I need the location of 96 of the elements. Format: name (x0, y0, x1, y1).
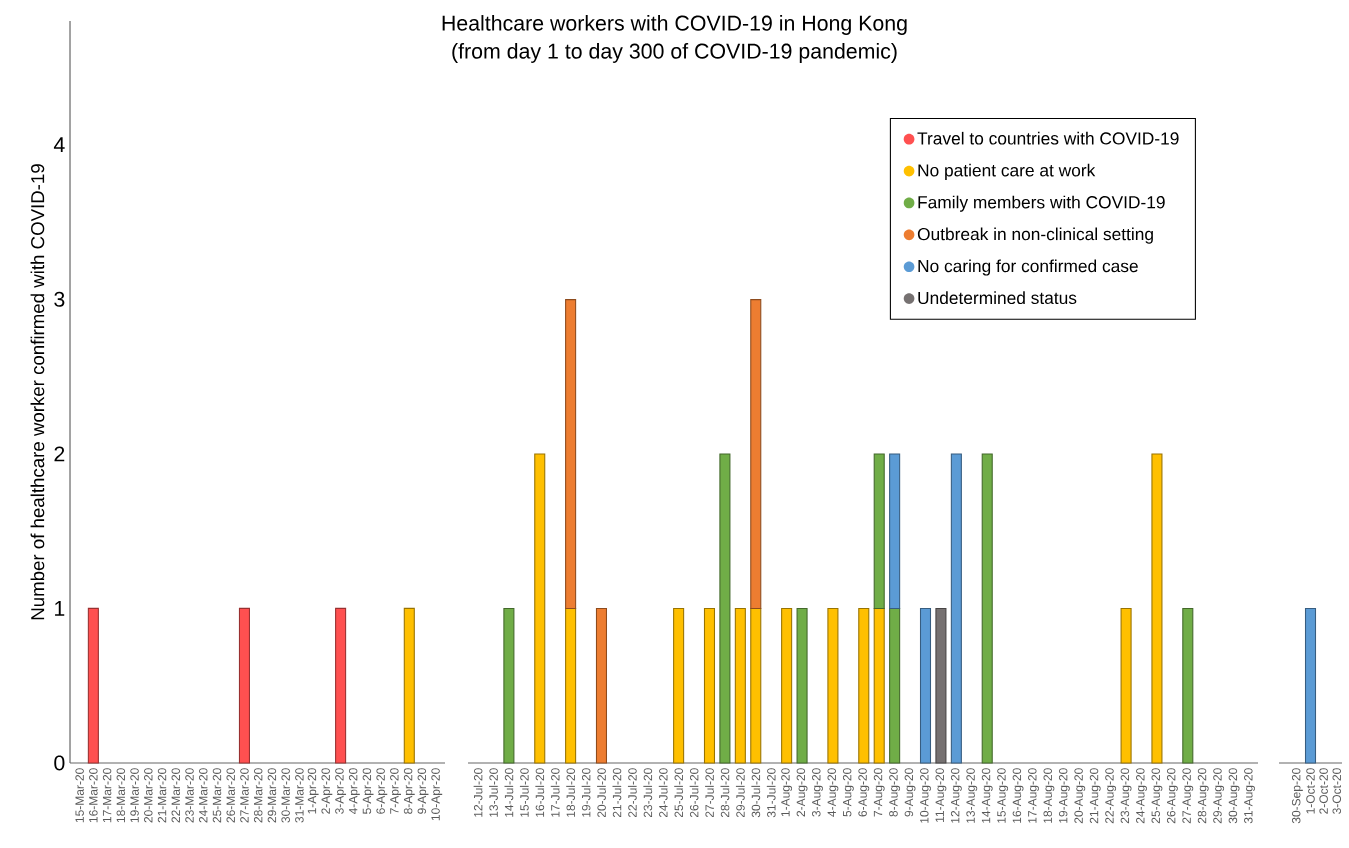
x-tick-label: 4-Apr-20 (348, 768, 360, 815)
x-tick-label: 17-Mar-20 (102, 768, 112, 823)
x-tick-label: 16-Mar-20 (89, 768, 98, 823)
x-tick-label: 9-Apr-20 (417, 768, 429, 814)
legend-label: Family members with COVID-19 (918, 195, 1165, 212)
x-tick-label: 31-Aug-20 (1244, 768, 1255, 824)
x-tick-label: 6-Aug-20 (858, 768, 870, 817)
x-tick-label: 21-Mar-20 (157, 768, 167, 823)
x-tick-label: 15-Aug-20 (997, 768, 1009, 823)
x-tick-label: 29-Mar-20 (267, 768, 277, 823)
x-tick-label: 25-Mar-20 (212, 768, 222, 823)
x-tick-label: 21-Aug-20 (1089, 768, 1101, 824)
x-tick-label: 12-Aug-20 (950, 768, 962, 823)
x-tick-label: 19-Jul-20 (581, 768, 591, 817)
chart-title: Healthcare workers with COVID-19 in Hong Kong (442, 15, 907, 35)
x-tick-label: 18-Jul-20 (566, 768, 576, 817)
x-tick-label: 31-Mar-20 (295, 768, 304, 823)
x-tick-label: 29-Aug-20 (1213, 768, 1225, 824)
x-tick-label: 24-Jul-20 (658, 768, 668, 818)
y-tick-label: 3 (54, 291, 65, 307)
x-tick-label: 23-Aug-20 (1120, 768, 1132, 824)
x-tick-label: 29-Jul-20 (735, 768, 745, 818)
x-tick-label: 30-Aug-20 (1228, 768, 1240, 824)
x-tick-label: 30-Jul-20 (751, 768, 761, 818)
x-tick-label: 21-Jul-20 (612, 768, 622, 818)
legend-label: No caring for confirmed case (918, 259, 1138, 276)
x-tick-label: 14-Jul-20 (504, 768, 514, 817)
x-tick-label: 1-Oct-20 (1306, 768, 1315, 814)
x-tick-label: 19-Aug-20 (1058, 768, 1070, 823)
y-tick-label: 0 (54, 755, 65, 771)
x-tick-label: 16-Jul-20 (535, 768, 545, 817)
x-tick-label: 7-Aug-20 (873, 768, 885, 817)
y-tick-label: 4 (53, 137, 65, 152)
x-tick-label: 28-Aug-20 (1197, 768, 1209, 824)
x-tick-label: 22-Jul-20 (627, 768, 637, 818)
x-tick-label: 28-Mar-20 (253, 768, 263, 823)
x-tick-label: 27-Mar-20 (240, 768, 249, 823)
x-tick-label: 31-Jul-20 (766, 768, 776, 818)
chart-subtitle: (from day 1 to day 300 of COVID-19 pandemic) (452, 43, 897, 63)
y-tick-label: 1 (55, 601, 65, 616)
x-tick-label: 9-Aug-20 (904, 768, 916, 817)
x-tick-label: 18-Aug-20 (1043, 768, 1055, 823)
x-tick-label: 1-Apr-20 (307, 768, 319, 814)
x-tick-label: 24-Aug-20 (1136, 768, 1147, 824)
legend-label: Undetermined status (918, 291, 1077, 305)
x-tick-label: 2-Oct-20 (1319, 768, 1328, 814)
x-tick-label: 22-Aug-20 (1105, 768, 1117, 824)
legend-label: Outbreak in non-clinical setting (917, 227, 1153, 244)
x-tick-label: 7-Apr-20 (390, 768, 401, 814)
x-tick-label: 18-Mar-20 (116, 768, 126, 823)
x-tick-label: 20-Aug-20 (1074, 768, 1086, 824)
x-tick-label: 17-Aug-20 (1028, 768, 1039, 823)
x-tick-label: 27-Jul-20 (705, 768, 714, 818)
x-tick-label: 2-Aug-20 (796, 768, 808, 817)
x-tick-label: 5-Apr-20 (362, 768, 374, 814)
x-tick-label: 17-Jul-20 (550, 768, 560, 817)
x-tick-label: 3-Aug-20 (812, 768, 823, 817)
x-tick-label: 20-Jul-20 (597, 768, 606, 818)
x-tick-label: 5-Aug-20 (842, 768, 854, 817)
x-tick-label: 22-Mar-20 (171, 768, 181, 823)
x-tick-label: 25-Aug-20 (1151, 768, 1163, 824)
x-tick-label: 23-Jul-20 (643, 768, 653, 818)
x-tick-label: 10-Aug-20 (920, 768, 931, 823)
x-tick-label: 3-Oct-20 (1332, 768, 1342, 814)
x-tick-label: 28-Jul-20 (720, 768, 730, 818)
x-tick-label: 13-Aug-20 (966, 768, 978, 823)
legend-label: No patient care at work (918, 163, 1096, 180)
y-tick-label: 2 (54, 446, 65, 462)
y-axis-title: Number of healthcare worker confirmed with COVID-19 (30, 164, 45, 620)
x-tick-label: 12-Jul-20 (473, 768, 483, 817)
x-tick-label: 23-Mar-20 (185, 768, 194, 823)
x-tick-label: 15-Jul-20 (519, 768, 529, 817)
x-tick-label: 8-Apr-20 (403, 768, 415, 814)
x-tick-label: 15-Mar-20 (75, 768, 84, 823)
x-tick-label: 30-Mar-20 (281, 768, 290, 823)
x-tick-label: 8-Aug-20 (889, 768, 901, 817)
x-tick-label: 16-Aug-20 (1012, 768, 1024, 823)
x-tick-label: 14-Aug-20 (981, 768, 993, 823)
x-tick-label: 24-Mar-20 (198, 768, 208, 823)
x-tick-label: 6-Apr-20 (376, 768, 388, 814)
x-tick-label: 10-Apr-20 (431, 768, 443, 821)
x-tick-label: 27-Aug-20 (1182, 768, 1194, 824)
x-tick-label: 11-Aug-20 (935, 768, 947, 822)
x-tick-label: 26-Jul-20 (689, 768, 699, 818)
x-tick-label: 13-Jul-20 (489, 768, 498, 817)
x-tick-label: 30-Sep-20 (1291, 768, 1303, 824)
x-tick-label: 2-Apr-20 (321, 768, 333, 814)
x-tick-label: 1-Aug-20 (781, 768, 793, 817)
x-tick-label: 20-Mar-20 (144, 768, 153, 823)
legend-label: Travel to countries with COVID-19 (917, 131, 1179, 145)
x-tick-label: 25-Jul-20 (674, 768, 684, 818)
x-tick-label: 26-Aug-20 (1166, 768, 1178, 824)
x-tick-label: 4-Aug-20 (827, 768, 839, 817)
x-tick-label: 26-Mar-20 (226, 768, 235, 823)
x-tick-label: 3-Apr-20 (335, 768, 347, 814)
x-tick-label: 19-Mar-20 (130, 768, 139, 823)
